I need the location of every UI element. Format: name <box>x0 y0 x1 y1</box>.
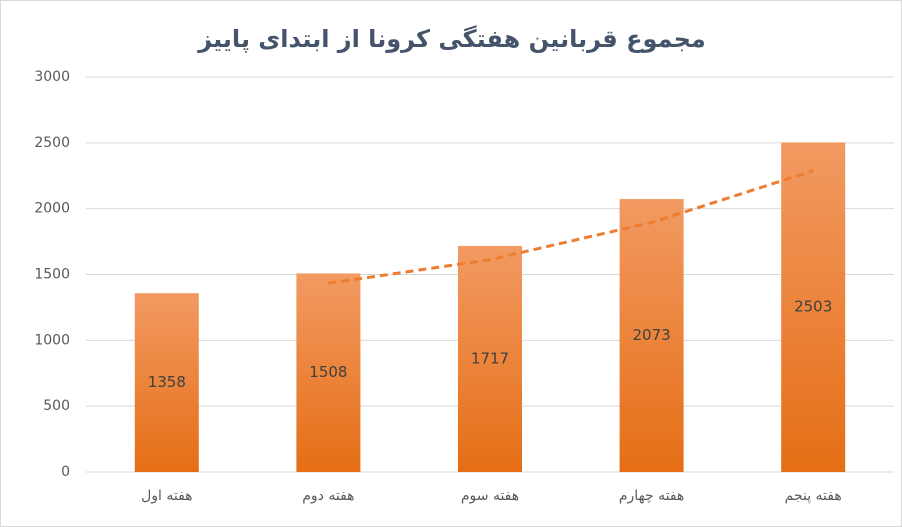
y-tick-label: 2500 <box>34 135 70 151</box>
y-tick-label: 1000 <box>34 332 70 348</box>
x-tick-label: هفته دوم <box>302 488 354 504</box>
x-tick-label: هفته اول <box>141 488 192 504</box>
data-label: 1717 <box>471 349 509 367</box>
x-tick-label: هفته پنجم <box>785 488 842 504</box>
y-tick-label: 500 <box>43 398 70 414</box>
trendline <box>328 169 814 285</box>
y-tick-label: 0 <box>61 464 70 480</box>
bar <box>781 142 846 472</box>
x-tick-label: هفته چهارم <box>619 488 684 504</box>
chart-title: مجموع قربانین هفتگی کرونا از ابتدای پایی… <box>197 25 706 53</box>
x-tick-label: هفته سوم <box>461 488 519 504</box>
bar <box>619 199 684 472</box>
bar <box>296 273 361 472</box>
data-label: 1358 <box>148 373 186 391</box>
data-label: 2503 <box>794 298 832 316</box>
y-tick-label: 3000 <box>34 69 70 85</box>
data-label: 2073 <box>633 326 671 344</box>
bar <box>134 293 199 472</box>
y-tick-label: 1500 <box>34 267 70 283</box>
bar <box>458 245 522 472</box>
data-label: 1508 <box>309 363 347 381</box>
y-tick-label: 2000 <box>34 201 70 217</box>
